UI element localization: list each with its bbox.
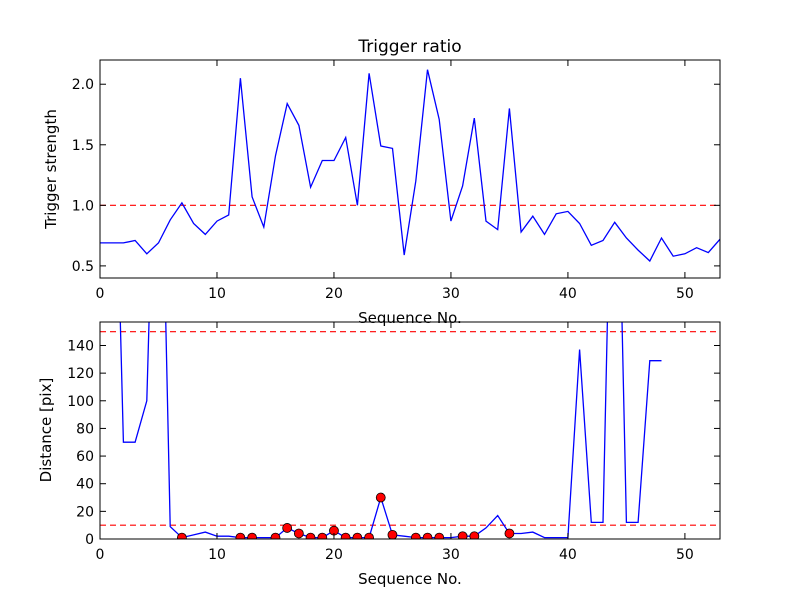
trigger-ratio-chart: Trigger ratio 0 10 20 30 40 50 0.5 1.0 1.5 2.0 Se… bbox=[42, 37, 721, 327]
y-tick-label: 20 bbox=[76, 504, 94, 520]
y-tick-label: 120 bbox=[67, 366, 94, 382]
y-tick-label: 60 bbox=[76, 449, 94, 465]
x-tick-label: 0 bbox=[96, 547, 105, 563]
series-line bbox=[119, 322, 662, 539]
series-line bbox=[100, 69, 720, 263]
trigger-point bbox=[375, 492, 386, 503]
y-tick-label: 1.5 bbox=[72, 138, 94, 154]
y-tick-label: 100 bbox=[67, 394, 94, 410]
trigger-point bbox=[352, 532, 363, 539]
x-tick-label: 20 bbox=[325, 547, 343, 563]
trigger-point bbox=[457, 531, 468, 539]
y-tick-label: 0.5 bbox=[72, 259, 94, 275]
y-tick-label: 80 bbox=[76, 421, 94, 437]
plot-frame bbox=[99, 321, 721, 540]
trigger-point bbox=[270, 532, 281, 539]
trigger-point bbox=[176, 532, 187, 539]
x-tick-label: 30 bbox=[442, 286, 460, 302]
y-tick-label: 2.0 bbox=[72, 77, 94, 93]
trigger-point bbox=[247, 532, 257, 539]
y-tick-label: 40 bbox=[76, 477, 94, 493]
trigger-point bbox=[293, 528, 304, 539]
distance-chart: 0 10 20 30 40 50 0 20 40 60 80 100 120 140 Sequence N… bbox=[37, 321, 721, 588]
x-tick-label: 10 bbox=[208, 547, 226, 563]
trigger-point bbox=[364, 532, 374, 539]
trigger-point bbox=[387, 529, 398, 539]
trigger-point bbox=[282, 523, 293, 533]
trigger-point bbox=[305, 532, 316, 539]
y-axis-label: Distance [pix] bbox=[37, 378, 55, 483]
chart-title: Trigger ratio bbox=[357, 37, 461, 57]
x-tick-label: 40 bbox=[559, 286, 577, 302]
x-tick-label: 50 bbox=[676, 547, 694, 563]
trigger-point bbox=[340, 532, 351, 539]
trigger-point bbox=[504, 528, 515, 539]
trigger-point bbox=[410, 532, 421, 539]
trigger-point bbox=[434, 532, 445, 539]
x-tick-label: 0 bbox=[96, 286, 105, 302]
x-tick-label: 20 bbox=[325, 286, 343, 302]
x-tick-label: 10 bbox=[208, 286, 226, 302]
x-tick-label: 30 bbox=[442, 547, 460, 563]
plot-frame bbox=[99, 59, 721, 279]
x-tick-label: 50 bbox=[676, 286, 694, 302]
trigger-point bbox=[422, 532, 433, 539]
y-tick-label: 1.0 bbox=[72, 198, 94, 214]
trigger-point bbox=[235, 532, 246, 539]
x-axis-label: Sequence No. bbox=[358, 309, 462, 327]
trigger-point bbox=[317, 532, 328, 539]
y-tick-label: 140 bbox=[67, 338, 94, 354]
y-axis-label: Trigger strength bbox=[42, 109, 60, 230]
trigger-point bbox=[469, 531, 480, 539]
x-tick-label: 40 bbox=[559, 547, 577, 563]
x-axis-label: Sequence No. bbox=[358, 570, 462, 588]
y-tick-label: 0 bbox=[85, 532, 94, 548]
